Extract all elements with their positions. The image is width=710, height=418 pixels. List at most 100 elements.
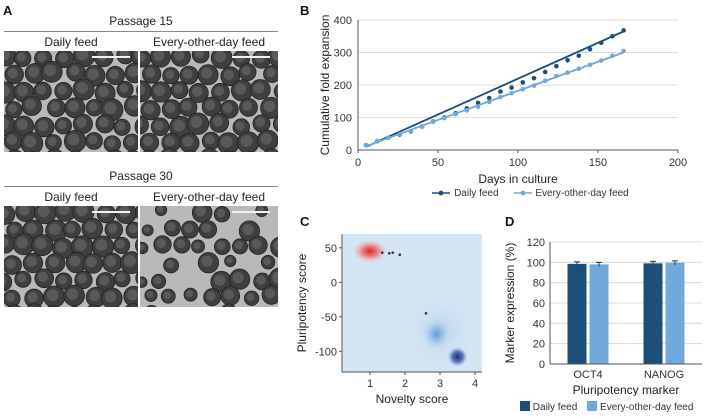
x-tick-label: 4 (472, 378, 478, 390)
spheroid (140, 115, 149, 135)
spheroid-core (98, 117, 109, 128)
bar-nanog-daily (643, 263, 663, 364)
spheroid-core (76, 206, 88, 217)
x-axis-label: Novelty score (376, 392, 449, 406)
spheroid-core (163, 291, 172, 300)
data-point-eod (397, 132, 402, 137)
spheroid (184, 149, 197, 152)
spheroid-core (84, 221, 97, 233)
chart-b-legend: Daily feed Every-other-day feed (420, 184, 640, 202)
micrograph-texture (140, 51, 278, 152)
spheroid-core (8, 103, 18, 113)
spheroid-core (67, 100, 79, 112)
spheroid-core (176, 239, 186, 249)
spheroid (126, 150, 138, 152)
data-point-daily (565, 58, 570, 63)
spheroid (7, 304, 21, 307)
spheroid-core (166, 222, 176, 232)
spheroid (4, 272, 13, 292)
spheroid-core (165, 69, 175, 79)
data-point-daily (621, 28, 626, 33)
micrograph-texture (4, 206, 138, 307)
spheroid-core (127, 98, 138, 111)
spheroid (135, 271, 138, 285)
data-point-eod (610, 53, 615, 59)
spheroid-core (108, 69, 119, 80)
spheroid-core (88, 101, 98, 112)
spheroid-core (87, 68, 99, 80)
spheroid-core (76, 117, 87, 128)
data-point-daily (475, 100, 481, 106)
spheroid-core (26, 256, 37, 267)
spheroid-core (173, 84, 183, 94)
spheroid-core (116, 273, 126, 283)
data-point-daily (542, 69, 548, 75)
spheroid-core (225, 306, 230, 307)
spheroid-core (223, 69, 235, 81)
data-point-eod (430, 119, 436, 125)
spheroid-core (255, 117, 265, 127)
spheroid-core (212, 116, 223, 127)
spheroid-core (272, 271, 278, 284)
data-point-eod (587, 62, 593, 68)
spheroid-core (216, 241, 226, 250)
spheroid-core (165, 102, 176, 113)
x-tick-label: 50 (432, 157, 444, 169)
legend-d-eod: Every-other-day feed (587, 401, 693, 413)
y-tick-label: 20 (533, 339, 545, 351)
micrograph-texture (4, 51, 138, 152)
spheroid-core (25, 223, 37, 235)
data-point-eod (576, 66, 582, 72)
spheroid-core (86, 256, 97, 268)
data-point-daily (486, 95, 492, 101)
y-tick-label: 60 (533, 298, 545, 310)
spheroid-core (157, 206, 164, 213)
y-tick-label: -100 (315, 346, 337, 358)
scatter-point (391, 251, 395, 254)
micrograph-texture (140, 206, 278, 307)
scale-bar (232, 211, 270, 213)
data-point-daily (554, 63, 559, 69)
y-tick-label: 0 (346, 145, 352, 157)
data-point-eod (565, 70, 570, 75)
spheroid-core (140, 52, 146, 63)
y-tick-label: 300 (334, 48, 352, 60)
spheroid-core (172, 119, 186, 132)
spheroid-core (99, 275, 110, 286)
spheroid (142, 150, 156, 152)
spheroid-core (34, 237, 47, 250)
spheroid-core (37, 52, 47, 62)
spheroid-core (134, 51, 138, 60)
spheroid-core (253, 82, 265, 94)
passage-30-eod-micrograph (140, 206, 278, 307)
spheroid-core (164, 136, 175, 147)
spheroid (47, 148, 63, 152)
spheroid-core (7, 67, 18, 79)
spheroid-core (58, 52, 69, 63)
data-point-eod (475, 104, 481, 110)
spheroid-core (201, 223, 212, 234)
passage-15-eod-label: Every-other-day feed (152, 35, 266, 49)
y-tick-label: 100 (334, 113, 352, 125)
data-point-daily (576, 53, 582, 59)
legend-eod-feed: Every-other-day feed (513, 188, 629, 199)
trend-line-daily (365, 30, 624, 148)
spheroid-core (16, 52, 26, 62)
legend-d-eod-swatch (587, 401, 598, 411)
panel-d-letter: D (505, 214, 515, 229)
legend-daily-label: Daily feed (454, 187, 499, 199)
legend-d-daily-label: Daily feed (532, 402, 578, 413)
spheroid (134, 206, 138, 220)
spheroid-core (66, 288, 79, 300)
legend-d-eod-label: Every-other-day feed (600, 402, 694, 413)
spheroid-core (125, 136, 136, 146)
x-axis-label: Days in culture (478, 172, 558, 186)
scale-bar (232, 56, 270, 58)
spheroid-core (273, 240, 278, 252)
spheroid-core (153, 120, 164, 131)
spheroid-core (256, 275, 266, 285)
spheroid-core (275, 118, 278, 127)
spheroid (134, 118, 138, 135)
data-point-daily (587, 46, 593, 52)
spheroid-core (119, 83, 129, 93)
